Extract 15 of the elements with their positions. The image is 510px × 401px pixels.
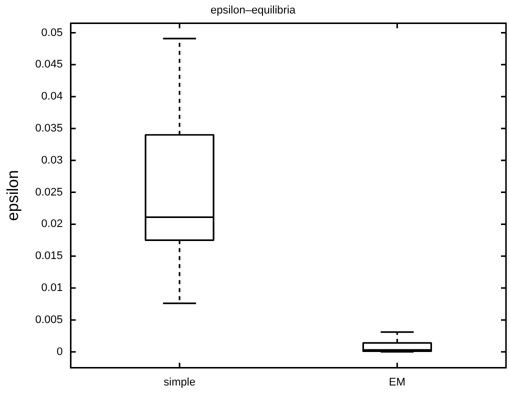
y-tick-label: 0.005 <box>35 314 63 326</box>
y-tick-label: 0.015 <box>35 250 63 262</box>
y-tick-label: 0 <box>56 346 63 358</box>
y-tick-label: 0.04 <box>41 90 63 103</box>
x-tick-label: simple <box>164 376 196 388</box>
y-tick-label: 0.025 <box>35 186 63 198</box>
y-tick-label: 0.035 <box>35 122 63 135</box>
y-axis-title: epsilon <box>5 170 22 221</box>
y-tick-label: 0.045 <box>35 58 63 71</box>
x-tick-label: EM <box>388 376 406 388</box>
chart-title: epsilon–equilibria <box>210 4 296 17</box>
y-tick-label: 0.01 <box>41 282 63 294</box>
y-tick-label: 0.03 <box>41 154 63 166</box>
y-tick-label: 0.05 <box>41 26 63 39</box>
y-tick-label: 0.02 <box>41 218 63 230</box>
